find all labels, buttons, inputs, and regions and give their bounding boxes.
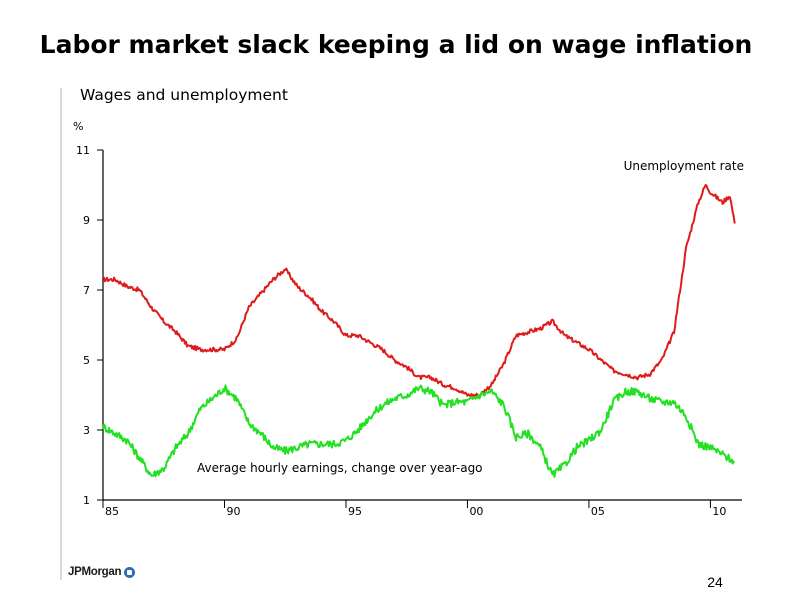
- x-tick-label: 10: [712, 505, 726, 518]
- unemployment-rate-line: [102, 184, 736, 398]
- unemployment-rate-label: Unemployment rate: [624, 159, 744, 173]
- x-tick-label: 05: [591, 505, 605, 518]
- y-tick-label: 9: [83, 214, 90, 227]
- x-tick-label: 85: [105, 505, 119, 518]
- left-divider: [60, 88, 62, 580]
- y-tick-label: 5: [83, 354, 90, 367]
- y-tick-label: 1: [83, 494, 90, 507]
- y-tick-label: 7: [83, 284, 90, 297]
- y-axis-unit-label: %: [73, 120, 83, 133]
- x-tick-label: 00: [469, 505, 483, 518]
- y-tick-label: 3: [83, 424, 90, 437]
- page-number: 24: [707, 574, 723, 590]
- hourly-earnings-line: [102, 384, 735, 478]
- hourly-earnings-label: Average hourly earnings, change over yea…: [197, 461, 483, 475]
- y-tick-label: 11: [76, 144, 90, 157]
- logo-mark-icon: [124, 566, 136, 578]
- x-tick-label: 95: [348, 505, 362, 518]
- jpmorgan-logo: JPMorgan: [68, 566, 136, 578]
- chart-title: Wages and unemployment: [80, 86, 288, 104]
- logo-text: JPMorgan: [68, 566, 122, 578]
- x-tick-label: 90: [226, 505, 240, 518]
- slide-title: Labor market slack keeping a lid on wage…: [39, 30, 753, 59]
